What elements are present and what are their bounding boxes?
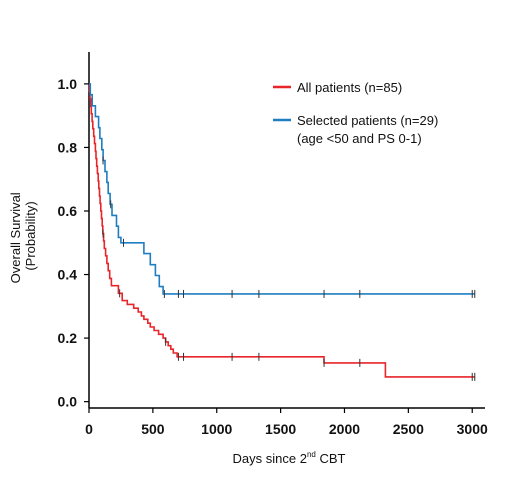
- y-tick-label: 0.2: [58, 330, 78, 346]
- x-axis-title-sup: nd: [307, 450, 316, 459]
- y-tick-label: 0.4: [58, 267, 78, 283]
- x-tick-label: 0: [85, 421, 93, 437]
- legend-label: All patients (n=85): [297, 80, 402, 95]
- series-line-all-patients: [88, 83, 475, 378]
- series-line-selected-patients: [89, 83, 475, 295]
- x-axis-title: Days since 2nd CBT: [233, 450, 346, 466]
- y-tick-label: 0.8: [58, 139, 78, 155]
- x-tick-label: 500: [141, 421, 165, 437]
- legend: All patients (n=85) Selected patients (n=…: [273, 80, 438, 146]
- x-axis-title-post: CBT: [316, 451, 346, 466]
- y-axis-title: Overall Survival (Probability): [8, 189, 38, 284]
- x-tick-label: 1500: [265, 421, 296, 437]
- y-tick-label: 1.0: [58, 76, 78, 92]
- legend-label: Selected patients (n=29): [297, 113, 438, 128]
- y-axis-title-line2: (Probability): [23, 201, 38, 270]
- axes: 0.0 0.2 0.4 0.6 0.8 1.0 0 500 1000 1500 2000 2500 30…: [58, 52, 488, 437]
- legend-label-line2: (age <50 and PS 0-1): [297, 131, 422, 146]
- y-tick-label: 0.0: [58, 394, 78, 410]
- y-tick-label: 0.6: [58, 203, 78, 219]
- series-layer: [88, 83, 476, 381]
- x-tick-label: 1000: [201, 421, 232, 437]
- x-tick-label: 3000: [457, 421, 488, 437]
- y-axis-title-line1: Overall Survival: [8, 192, 23, 283]
- x-tick-label: 2500: [393, 421, 424, 437]
- x-tick-label: 2000: [329, 421, 360, 437]
- x-axis-title-pre: Days since 2: [233, 451, 307, 466]
